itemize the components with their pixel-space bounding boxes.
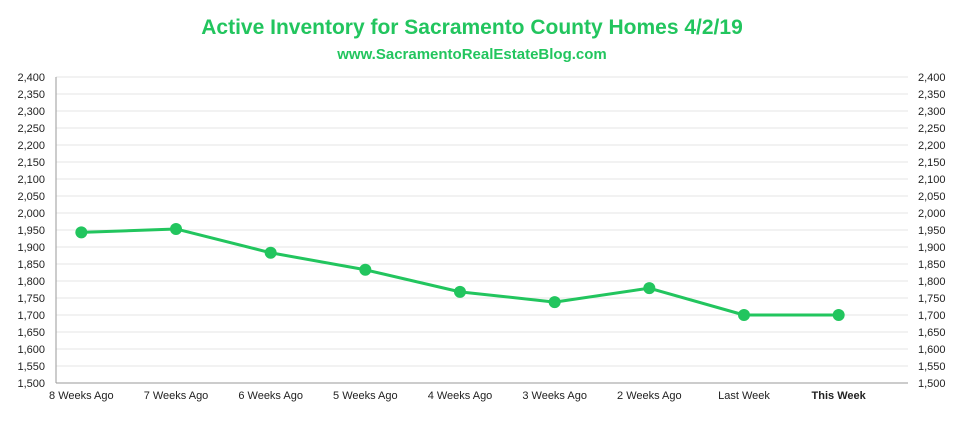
x-axis-ticks: 8 Weeks Ago 7 Weeks Ago 6 Weeks Ago 5 Weeks…: [49, 390, 867, 402]
y-tick-label: 1,600: [17, 344, 45, 356]
data-point: [359, 263, 372, 276]
y-tick-label: 2,050: [17, 191, 45, 203]
y-tick-label: 2,300: [17, 106, 45, 118]
y-tick-label-right: 1,750: [918, 293, 946, 305]
y-tick-label: 2,350: [17, 89, 45, 101]
y-tick-label-right: 1,600: [918, 344, 946, 356]
data-point: [454, 285, 466, 298]
x-tick-label: 2 Weeks Ago: [617, 390, 682, 402]
y-tick-label-right: 2,000: [918, 208, 946, 220]
data-point: [832, 309, 845, 321]
y-tick-label: 1,950: [17, 225, 45, 237]
y-axis-right-ticks: 1,500 1,550 1,600 1,650 1,700 1,750 1,800 1,850…: [918, 72, 946, 390]
y-tick-label: 1,750: [17, 293, 45, 305]
series-layer: [75, 222, 845, 321]
y-tick-label-right: 1,650: [918, 327, 946, 339]
y-tick-label: 2,150: [17, 157, 45, 169]
x-tick-label: 6 Weeks Ago: [238, 390, 303, 402]
y-tick-label-right: 2,100: [918, 174, 946, 186]
data-point: [75, 226, 88, 239]
y-tick-label-right: 1,950: [918, 225, 946, 237]
data-point: [264, 246, 277, 259]
y-tick-label-right: 1,500: [918, 378, 946, 390]
y-tick-label-right: 2,350: [918, 89, 946, 101]
y-tick-label-right: 1,800: [918, 276, 946, 288]
y-tick-label: 2,250: [17, 123, 45, 135]
x-tick-label: 3 Weeks Ago: [522, 390, 587, 402]
y-tick-label: 1,500: [17, 378, 45, 390]
data-point: [170, 222, 182, 235]
data-point: [643, 282, 656, 295]
x-tick-label: 7 Weeks Ago: [144, 390, 209, 402]
y-tick-label-right: 2,050: [918, 191, 946, 203]
y-tick-label: 1,550: [17, 361, 45, 373]
y-axis-left-ticks: 1,500 1,550 1,600 1,650 1,700 1,750 1,800 1,850…: [17, 72, 45, 390]
y-tick-label: 2,200: [17, 140, 45, 152]
y-tick-label-right: 2,250: [918, 123, 946, 135]
y-tick-label-right: 1,700: [918, 310, 946, 322]
y-tick-label-right: 2,400: [918, 72, 946, 84]
y-tick-label-right: 1,900: [918, 242, 946, 254]
y-tick-label: 1,850: [17, 259, 45, 271]
y-tick-label-right: 1,550: [918, 361, 946, 373]
y-tick-label: 1,800: [17, 276, 45, 288]
y-tick-label-right: 1,850: [918, 259, 946, 271]
y-tick-label: 2,100: [17, 174, 45, 186]
y-tick-label-right: 2,300: [918, 106, 946, 118]
x-tick-label: This Week: [812, 390, 867, 402]
data-point: [548, 296, 561, 309]
y-tick-label-right: 2,150: [918, 157, 946, 169]
series-line: [81, 227, 839, 317]
y-tick-label: 2,000: [17, 208, 45, 220]
x-tick-label: 8 Weeks Ago: [49, 390, 114, 402]
gridlines: [56, 76, 908, 367]
y-tick-label: 1,900: [17, 242, 45, 254]
x-tick-label: 4 Weeks Ago: [428, 390, 493, 402]
chart-title: Active Inventory for Sacramento County H…: [201, 16, 743, 39]
y-tick-label: 2,400: [17, 72, 45, 84]
y-tick-label: 1,700: [17, 310, 45, 322]
data-point: [738, 309, 750, 321]
x-tick-label: Last Week: [718, 390, 770, 402]
y-tick-label-right: 2,200: [918, 140, 946, 152]
y-tick-label: 1,650: [17, 327, 45, 339]
chart-subtitle: www.SacramentoRealEstateBlog.com: [337, 46, 607, 63]
axes: [55, 77, 908, 384]
x-tick-label: 5 Weeks Ago: [333, 390, 398, 402]
